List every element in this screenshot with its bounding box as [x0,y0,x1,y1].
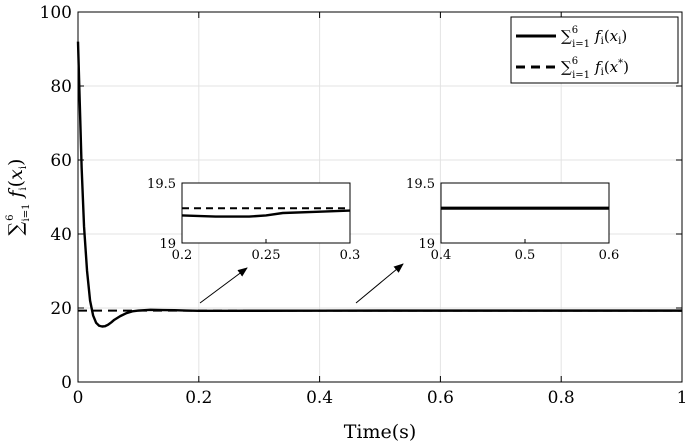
inset-frame [440,182,610,244]
inset-1: 0.2 0.25 0.3 19 19.5 [147,177,360,263]
inset-1-arrow [199,267,248,304]
y-tick-label: 80 [50,77,72,97]
main-plot-lines [76,41,682,328]
inset-objective-line [181,209,351,218]
inset-x-tick-label: 0.5 [515,248,536,263]
y-tick-label: 60 [50,151,72,171]
inset-y-tick-label: 19.5 [406,177,435,192]
plot-frame [77,11,683,383]
inset-frame [181,182,351,244]
legend-box [510,16,679,84]
y-label-x-sub: i [18,166,29,169]
inset-2: 0.4 0.5 0.6 19 19.5 [406,177,619,263]
x-tick-label: 0.2 [185,388,212,408]
inset-y-tick-label: 19 [159,237,176,252]
inset-x-tick-label: 0.2 [172,248,193,263]
objective-line [76,41,682,328]
legend: ∑6 i=1 fi(xi) ∑6 i=1 fi(x*) [510,16,679,84]
x-tick-label: 0 [73,388,84,408]
y-label-open: ( [5,180,27,187]
y-label-x: x [5,169,27,180]
y-axis-label: ∑6 i=1fi(xi) [5,159,32,236]
y-tick-label: 0 [61,373,72,393]
inset-x-tick-label: 0.4 [431,248,452,263]
x-tick-label: 0.4 [306,388,333,408]
axis-ticks: 0 0.2 0.4 0.6 0.8 1 0 20 40 60 80 100 [40,3,687,408]
legend-entry-1: ∑6 i=1 fi(xi) [561,25,627,50]
y-tick-label: 100 [40,3,72,23]
x-axis-label: Time(s) [344,421,417,443]
svg-text:∑6i=1fi(xi): ∑6 i=1fi(xi) [5,159,32,236]
y-label-close: ) [5,159,27,166]
inset-y-tick-label: 19 [418,237,435,252]
inset-x-tick-label: 0.6 [599,248,620,263]
x-tick-label: 0.6 [427,388,454,408]
y-label-f: f [5,188,27,200]
inset-x-tick-label: 0.3 [340,248,361,263]
y-label-sum: ∑ [5,221,27,235]
inset-y-tick-label: 19.5 [147,177,176,192]
y-tick-label: 40 [50,225,72,245]
x-tick-label: 1 [677,388,687,408]
legend-entry-2: ∑6 i=1 fi(x*) [561,56,629,81]
y-tick-label: 20 [50,299,72,319]
y-label-f-sub: i [18,187,29,190]
y-label-sup: 6 [5,215,16,221]
x-tick-label: 0.8 [548,388,575,408]
y-label-sub: i=1 [21,204,32,222]
inset-x-tick-label: 0.25 [252,248,281,263]
inset-2-arrow [355,263,404,304]
